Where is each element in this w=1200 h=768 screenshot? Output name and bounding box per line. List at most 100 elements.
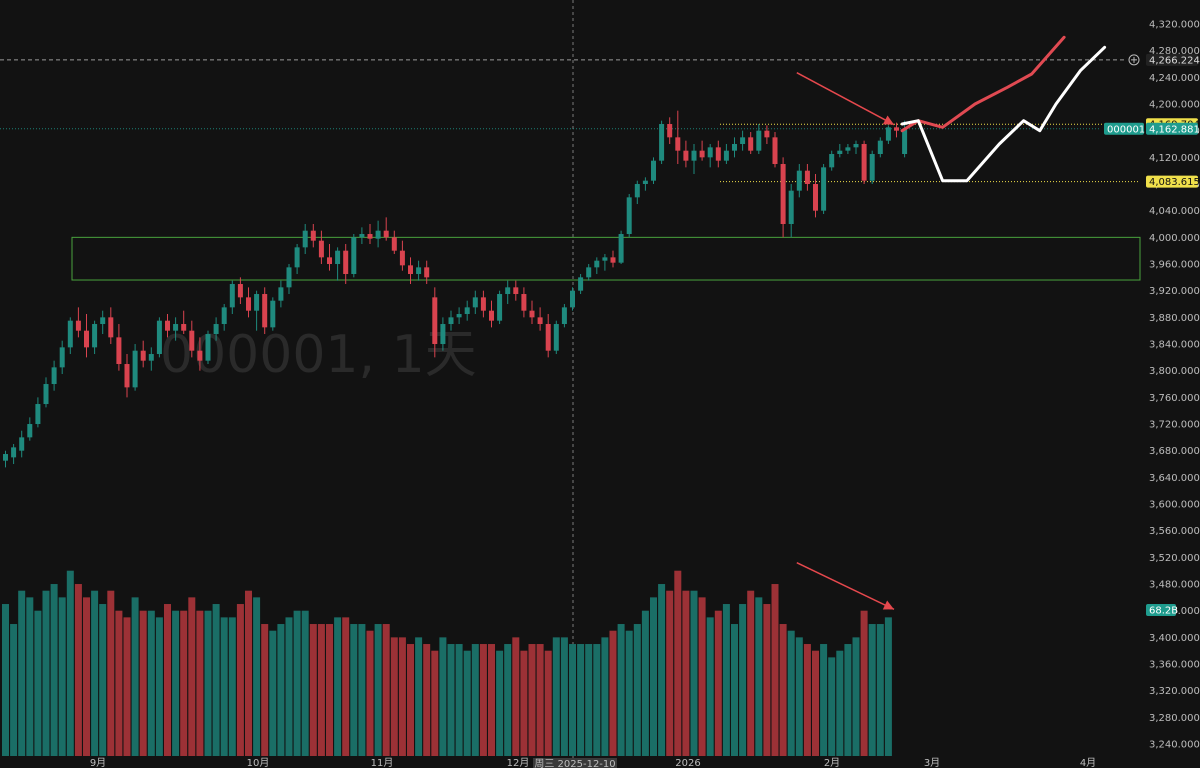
candle-body <box>173 324 179 331</box>
volume-bar <box>731 624 738 756</box>
candle-body <box>764 130 770 138</box>
candle-body <box>286 267 292 288</box>
volume-bar <box>479 644 487 756</box>
y-tick-label: 4,120.0000 <box>1149 153 1200 164</box>
volume-bar <box>277 624 285 756</box>
volume-bar <box>366 630 374 756</box>
candle-body <box>197 350 203 361</box>
candle-body <box>408 265 413 275</box>
candle-body <box>375 230 381 239</box>
candle-body <box>570 290 575 308</box>
candle-body <box>586 267 592 278</box>
candle-body <box>67 320 73 348</box>
candle-body <box>642 180 648 185</box>
candle-body <box>683 150 689 161</box>
candle-body <box>140 350 146 361</box>
volume-bar <box>617 624 625 756</box>
candle-body <box>845 147 851 151</box>
candle-body <box>100 317 106 325</box>
candle-body <box>229 284 235 308</box>
volume-bar <box>236 604 244 756</box>
volume-bar <box>698 597 706 756</box>
candle-body <box>416 267 422 275</box>
price-levels <box>0 59 1140 183</box>
arrow-icon <box>882 600 894 610</box>
symbol-tag-bg <box>1104 122 1144 135</box>
volume-bar <box>633 624 641 756</box>
candle-body <box>302 230 308 248</box>
x-tick-label: 10月 <box>247 757 270 768</box>
volume-bar <box>431 650 439 756</box>
volume-bar <box>552 637 560 756</box>
x-tick-label: 4月 <box>1080 757 1096 768</box>
volume-bar <box>868 624 876 756</box>
candle-body <box>213 324 219 335</box>
volume-bar <box>722 604 730 756</box>
volume-bar <box>164 604 171 756</box>
crosshair-date-badge <box>533 758 617 768</box>
price-labels: 4,266.22464,169.70414,162.88150000014,08… <box>1104 53 1200 617</box>
volume-bar <box>439 637 447 756</box>
y-tick-label: 3,240.0000 <box>1149 740 1200 751</box>
candle-body <box>75 320 81 331</box>
volume-bar <box>326 624 333 756</box>
volume-bar <box>131 597 139 756</box>
volume-bar <box>334 617 342 756</box>
y-tick-label: 4,280.0000 <box>1149 46 1200 57</box>
volume-bar <box>26 597 34 756</box>
volume-bar <box>658 584 666 756</box>
price-label-bg <box>1146 175 1198 188</box>
volume-bar <box>139 610 147 756</box>
candle-body <box>877 140 883 155</box>
y-tick-label: 3,760.0000 <box>1149 393 1200 404</box>
price-label-text: 4,162.8815 <box>1149 124 1200 135</box>
candle-body <box>124 364 130 388</box>
volume-bar <box>2 604 9 756</box>
volume-bar <box>650 597 657 756</box>
candle-body <box>821 167 827 211</box>
range-box <box>71 236 1141 281</box>
price-label-bg <box>1146 122 1198 135</box>
candle-body <box>885 127 891 141</box>
candle-body <box>116 337 122 365</box>
y-tick-label: 3,560.0000 <box>1149 526 1200 537</box>
candle-body <box>796 170 802 191</box>
volume-bar <box>204 610 212 756</box>
candle-body <box>602 257 608 261</box>
volume-bar <box>342 617 350 756</box>
volume-bar <box>504 644 512 756</box>
volume-bar <box>358 624 366 756</box>
volume-bar <box>884 617 892 756</box>
candle-body <box>894 127 899 131</box>
volume-bar <box>779 624 787 756</box>
price-label-text: 4,266.2246 <box>1149 55 1200 66</box>
y-tick-label: 3,640.0000 <box>1149 473 1200 484</box>
projection-white-line <box>900 45 1107 183</box>
volume-bar <box>50 584 58 756</box>
volume-bar <box>447 644 455 756</box>
volume-bar <box>293 610 301 756</box>
y-tick-label: 3,280.0000 <box>1149 713 1200 724</box>
candle-body <box>861 144 867 181</box>
candle-body <box>132 350 138 388</box>
volume-bar <box>66 570 74 756</box>
candle-body <box>902 128 908 155</box>
y-tick-label: 3,360.0000 <box>1149 660 1200 671</box>
volume-bar <box>601 637 609 756</box>
volume-bar <box>528 644 536 756</box>
candle-body <box>780 164 786 225</box>
y-tick-label: 4,000.0000 <box>1149 233 1200 244</box>
candle-body <box>92 324 98 348</box>
candle-body <box>675 137 681 151</box>
candle-body <box>43 384 49 405</box>
volume-bar <box>285 617 293 756</box>
candle-body <box>335 250 341 265</box>
arrow-icon <box>796 562 895 611</box>
candle-body <box>804 170 810 185</box>
volume-bar <box>83 597 90 756</box>
volume-bar <box>309 624 317 756</box>
x-tick-label: 2026 <box>675 758 700 768</box>
volume-bar <box>180 610 188 756</box>
candle-body <box>561 307 567 325</box>
